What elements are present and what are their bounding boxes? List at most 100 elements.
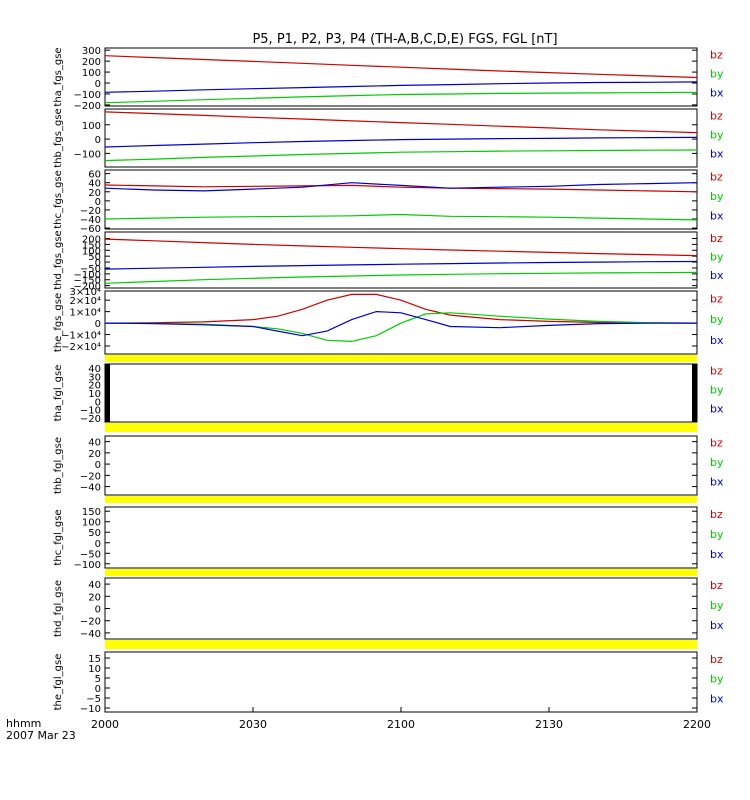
legend-bx: bx (710, 334, 724, 347)
ytick-label: 0 (95, 319, 101, 330)
ytick-label: 2×10⁴ (70, 296, 101, 307)
ytick-label: 50 (88, 252, 101, 263)
legend-by: by (710, 313, 724, 326)
legend-bz: bz (710, 364, 723, 377)
ytick-label: 0 (95, 684, 101, 695)
series-line-bx (104, 310, 698, 337)
xtick-label: 2100 (387, 718, 415, 731)
legend-bx: bx (710, 476, 724, 489)
ytick-label: −100 (74, 270, 101, 281)
xtick-label: 2130 (535, 718, 563, 731)
ytick-label: −20 (80, 414, 101, 425)
ytick-label: −200 (74, 282, 101, 293)
ytick-label: 200 (82, 57, 101, 68)
quality-flag-bar (105, 355, 697, 362)
panel-ylabel: thc_fgl_gse (53, 509, 64, 565)
xtick-label: 2030 (239, 718, 267, 731)
ytick-label: −50 (80, 549, 101, 560)
series-line-bz (104, 238, 698, 257)
ytick-label: 20 (88, 592, 101, 603)
legend-bx: bx (710, 87, 724, 100)
ytick-label: 15 (88, 654, 101, 665)
ytick-label: −5 (86, 694, 101, 705)
ytick-label: −150 (74, 276, 101, 287)
legend-bz: bz (710, 109, 723, 122)
panel-ylabel: tha_fgl_gse (53, 365, 64, 422)
ytick-label: 200 (82, 234, 101, 245)
ytick-label: 0 (95, 79, 101, 90)
series-line-by (104, 271, 698, 284)
panel-ylabel: thb_fgs_gse (53, 108, 64, 167)
ytick-label: 20 (88, 381, 101, 392)
series-line-bx (104, 81, 698, 93)
legend-bx: bx (710, 619, 724, 632)
ytick-label: 0 (95, 460, 101, 471)
ytick-label: 0 (95, 605, 101, 616)
ytick-label: 0 (95, 135, 101, 146)
ytick-label: −60 (80, 224, 101, 235)
ytick-label: −20 (80, 206, 101, 217)
panel-thb_fgs_gse: 100 0 −100 thb_fgs_gse bz by bx (53, 108, 724, 167)
series-line-bz (104, 111, 698, 134)
ytick-label: 10 (88, 664, 101, 675)
ytick-label: −2×10⁴ (61, 342, 101, 353)
xtick-label: 2200 (683, 718, 711, 731)
ytick-label: 100 (82, 518, 101, 529)
ytick-label: 150 (82, 507, 101, 518)
panel-frame (104, 506, 698, 569)
panel-ylabel: thb_fgl_gse (53, 437, 64, 494)
ytick-label: 0 (95, 397, 101, 408)
legend-bz: bz (710, 508, 723, 521)
ytick-label: −100 (74, 560, 101, 571)
panel-ylabel: the_fgs_gse (53, 293, 64, 352)
ytick-label: 100 (82, 121, 101, 132)
series-line-bx (104, 260, 698, 270)
ytick-label: −40 (80, 629, 101, 640)
legend-by: by (710, 528, 724, 541)
legend-by: by (710, 384, 724, 397)
panel-frame (104, 231, 698, 289)
ytick-label: −200 (74, 101, 101, 112)
chart-title: P5, P1, P2, P3, P4 (TH-A,B,C,D,E) FGS, F… (252, 32, 557, 47)
ytick-label: 40 (88, 179, 101, 190)
series-line-by (104, 213, 698, 221)
panel-frame (104, 577, 698, 640)
legend-by: by (710, 599, 724, 612)
ytick-label: 40 (88, 580, 101, 591)
ytick-label: 30 (88, 372, 101, 383)
ytick-label: 100 (82, 246, 101, 257)
ytick-label: −50 (80, 264, 101, 275)
legend-bz: bz (710, 292, 723, 305)
legend-bx: bx (710, 148, 724, 161)
ytick-label: 20 (88, 188, 101, 199)
legend-by: by (710, 129, 724, 142)
legend-by: by (710, 673, 724, 686)
ytick-label: −100 (74, 149, 101, 160)
ytick-label: −10 (80, 704, 101, 715)
legend-bx: bx (710, 269, 724, 282)
series-line-bz (104, 55, 698, 79)
panel-ylabel: tha_fgs_gse (53, 47, 64, 106)
ytick-label: −1×10⁴ (61, 331, 101, 342)
series-line-by (104, 91, 698, 104)
series-line-bx (104, 182, 698, 192)
ytick-label: 0 (95, 197, 101, 208)
ytick-label: −100 (74, 90, 101, 101)
legend-bx: bx (710, 210, 724, 223)
ytick-label: −10 (80, 406, 101, 417)
ytick-label: 60 (88, 170, 101, 181)
legend-by: by (710, 190, 724, 203)
legend-bz: bz (710, 171, 723, 184)
legend-bx: bx (710, 692, 724, 705)
quality-flag-bar (105, 569, 697, 576)
legend-bz: bz (710, 437, 723, 450)
ytick-label: 40 (88, 438, 101, 449)
